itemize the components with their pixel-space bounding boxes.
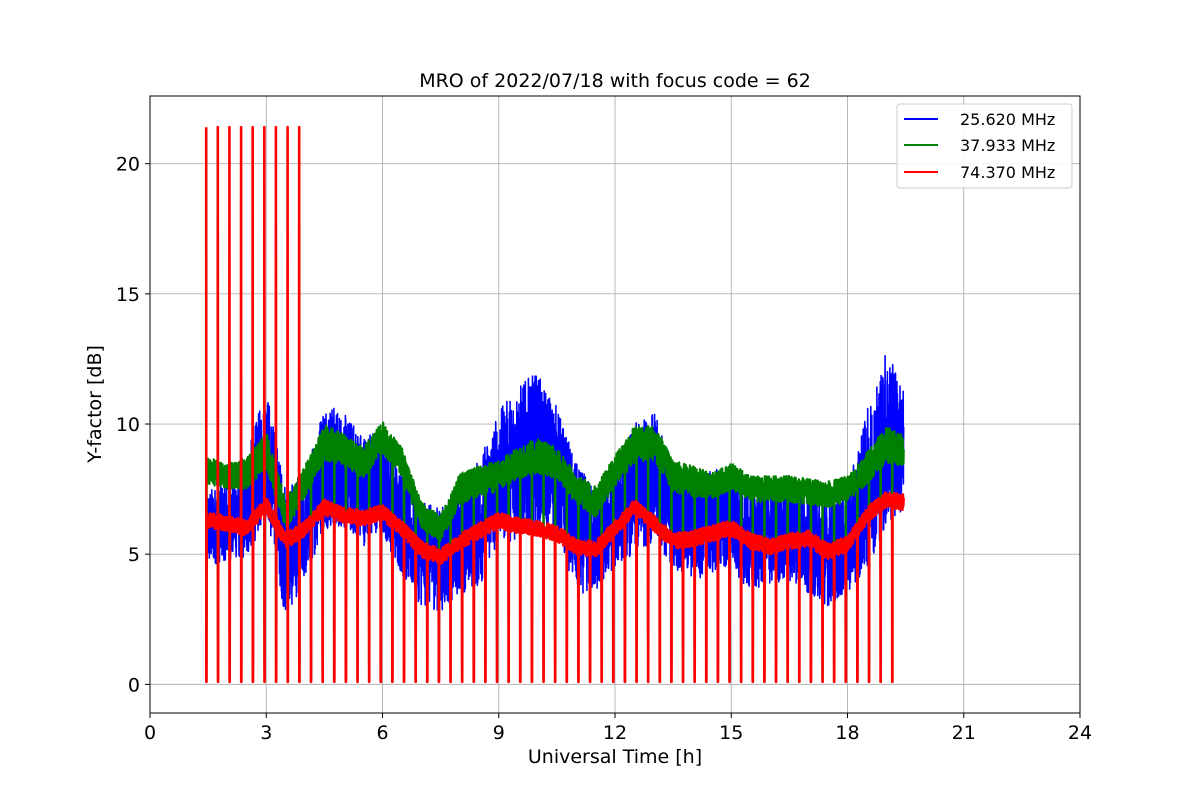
chart-title: MRO of 2022/07/18 with focus code = 62 — [419, 70, 811, 92]
x-tick-label: 0 — [144, 722, 156, 744]
legend: 25.620 MHz 37.933 MHz 74.370 MHz — [896, 103, 1073, 189]
x-tick-label: 9 — [493, 722, 505, 744]
series-layer — [204, 125, 905, 684]
legend-label-74370: 74.370 MHz — [960, 163, 1055, 182]
series-74370 — [204, 125, 905, 684]
y-tick-label: 5 — [128, 544, 140, 566]
legend-box — [896, 103, 1073, 189]
x-tick-label: 3 — [260, 722, 272, 744]
x-tick-label: 18 — [835, 722, 859, 744]
x-axis: 0 3 6 9 12 15 18 21 24 — [144, 713, 1092, 744]
legend-label-25620: 25.620 MHz — [960, 110, 1055, 129]
y-tick-label: 15 — [116, 284, 140, 306]
x-axis-label: Universal Time [h] — [528, 746, 702, 768]
y-tick-label: 10 — [116, 414, 140, 436]
y-tick-label: 20 — [116, 154, 140, 176]
y-tick-label: 0 — [128, 674, 140, 696]
x-tick-label: 24 — [1068, 722, 1092, 744]
series-37933 — [205, 421, 905, 681]
x-tick-label: 6 — [376, 722, 388, 744]
y-axis: 0 5 10 15 20 — [116, 154, 150, 696]
x-tick-label: 12 — [603, 722, 627, 744]
x-tick-label: 15 — [719, 722, 743, 744]
x-tick-label: 21 — [952, 722, 976, 744]
y-axis-label: Y-factor [dB] — [84, 345, 106, 464]
legend-label-37933: 37.933 MHz — [960, 136, 1055, 155]
